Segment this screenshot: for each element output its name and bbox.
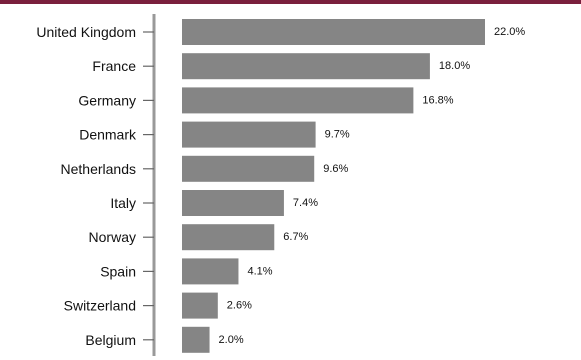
category-label: United Kingdom (36, 24, 136, 40)
bar (182, 155, 315, 182)
category-label: Norway (89, 229, 136, 245)
category-label: Netherlands (61, 161, 137, 177)
bar (182, 326, 210, 353)
bar (182, 224, 275, 251)
category-label: Belgium (85, 332, 136, 348)
value-label: 18.0% (439, 60, 470, 72)
bar (182, 292, 218, 319)
value-label: 22.0% (494, 26, 525, 38)
bar (182, 19, 485, 45)
category-label: Switzerland (64, 298, 136, 314)
bar (182, 190, 284, 216)
category-label: France (92, 58, 136, 74)
value-label: 9.6% (323, 163, 348, 175)
bar (182, 53, 430, 80)
top-rule (0, 0, 581, 4)
value-label: 16.8% (422, 94, 453, 106)
bar (182, 87, 414, 114)
value-label: 7.4% (293, 197, 318, 209)
category-label: Denmark (79, 127, 137, 143)
category-label: Spain (100, 263, 136, 279)
value-label: 9.7% (325, 129, 350, 141)
bar (182, 258, 239, 285)
category-label: Italy (110, 195, 136, 211)
category-label: Germany (78, 92, 136, 108)
bar (182, 121, 316, 148)
value-label: 4.1% (247, 265, 272, 277)
value-label: 2.6% (227, 300, 252, 312)
value-label: 6.7% (283, 231, 308, 243)
value-label: 2.0% (219, 334, 244, 346)
